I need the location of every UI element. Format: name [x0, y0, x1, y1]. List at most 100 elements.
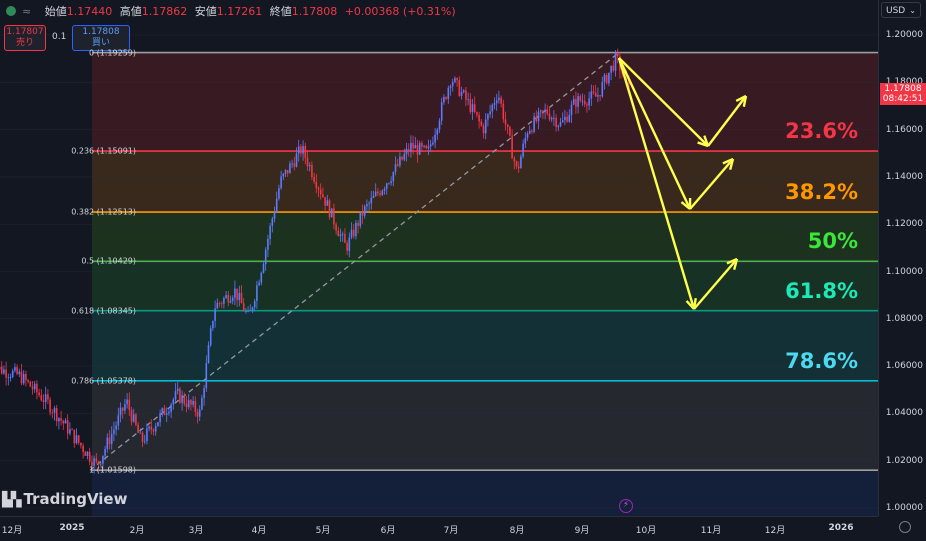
- candle-body: [472, 104, 474, 112]
- candle-body: [492, 105, 494, 111]
- candle-body: [419, 143, 421, 155]
- candle-body: [184, 395, 186, 403]
- candle-body: [142, 433, 144, 442]
- lot-size[interactable]: 0.1: [52, 32, 66, 42]
- currency-select[interactable]: USD⌄: [881, 2, 921, 18]
- candle-body: [615, 53, 617, 71]
- candle-body: [65, 420, 67, 423]
- time-tick: 2026: [828, 523, 853, 533]
- candle-body: [151, 427, 153, 430]
- fib-band: [92, 261, 878, 310]
- sell-button[interactable]: 1.17807 売り: [4, 25, 46, 51]
- candle-body: [243, 303, 245, 311]
- candle-body: [100, 464, 102, 465]
- candle-body: [452, 82, 454, 86]
- time-tick: 9月: [575, 523, 590, 536]
- candle-body: [509, 127, 511, 136]
- candle-body: [126, 400, 128, 405]
- candle-body: [522, 144, 524, 157]
- candle-body: [481, 121, 483, 125]
- candle-body: [549, 114, 551, 120]
- open-label: 始値: [45, 5, 67, 18]
- candle-body: [133, 414, 135, 421]
- candle-body: [109, 438, 111, 444]
- symbol-status-icon[interactable]: [6, 6, 16, 16]
- candle-body: [302, 146, 304, 154]
- candle-body: [129, 400, 131, 410]
- buy-price: 1.17808: [73, 27, 129, 38]
- candle-body: [47, 394, 49, 399]
- candle-body: [571, 105, 573, 115]
- time-tick: 3月: [189, 523, 204, 536]
- candle-body: [104, 449, 106, 456]
- candle-body: [377, 192, 379, 194]
- candle-body: [353, 230, 355, 237]
- lightning-icon[interactable]: ⚡: [619, 499, 633, 513]
- candle-body: [58, 418, 60, 421]
- price-tick: 1.08000: [886, 314, 923, 324]
- candle-body: [201, 398, 203, 410]
- candle-body: [417, 145, 419, 155]
- price-axis[interactable]: 1.200001.180001.160001.140001.120001.100…: [878, 0, 926, 516]
- candle-body: [461, 92, 463, 96]
- candle-body: [173, 400, 175, 405]
- candle-body: [30, 382, 32, 387]
- candle-body: [247, 311, 249, 312]
- candle-body: [131, 410, 133, 422]
- candle-body: [580, 96, 582, 101]
- candle-body: [140, 433, 142, 434]
- candle-body: [294, 163, 296, 166]
- candle-body: [245, 311, 247, 312]
- candle-body: [179, 389, 181, 403]
- candle-body: [307, 158, 309, 166]
- candle-body: [296, 154, 298, 167]
- settings-gear-icon[interactable]: [899, 521, 911, 533]
- candle-body: [531, 131, 533, 132]
- candle-body: [441, 102, 443, 120]
- candle-body: [89, 452, 91, 462]
- time-tick: 2025: [59, 523, 84, 533]
- candle-body: [164, 408, 166, 415]
- candle-body: [274, 212, 276, 219]
- close-label: 終値: [270, 5, 292, 18]
- candle-body: [496, 100, 498, 103]
- candle-body: [412, 143, 414, 149]
- menu-icon[interactable]: ≈: [22, 5, 31, 18]
- candle-body: [3, 370, 5, 374]
- price-tick: 1.00000: [886, 503, 923, 513]
- candle-body: [489, 111, 491, 114]
- price-tick: 1.10000: [886, 267, 923, 277]
- price-tick: 1.12000: [886, 219, 923, 229]
- candle-body: [214, 308, 216, 320]
- candle-body: [500, 98, 502, 104]
- candle-body: [450, 86, 452, 88]
- candle-body: [371, 198, 373, 204]
- candle-body: [232, 298, 234, 301]
- candle-body: [342, 234, 344, 235]
- candle-body: [404, 154, 406, 159]
- candle-body: [415, 145, 417, 148]
- price-tick: 1.02000: [886, 456, 923, 466]
- fib-level-label: 0.618 (1.08345): [71, 306, 136, 315]
- time-tick: 5月: [316, 523, 331, 536]
- fib-percent-label: 38.2%: [785, 180, 858, 204]
- candle-body: [80, 443, 82, 446]
- candle-body: [408, 149, 410, 152]
- candle-body: [192, 401, 194, 405]
- candle-body: [529, 131, 531, 134]
- candle-body: [265, 250, 267, 264]
- candle-body: [36, 384, 38, 393]
- candle-body: [177, 389, 179, 391]
- time-tick: 12月: [2, 523, 22, 536]
- ohlc-header: ≈ 始値1.17440 高値1.17862 安値1.17261 終値1.1780…: [6, 4, 456, 20]
- candle-body: [476, 112, 478, 115]
- price-tick: 1.16000: [886, 125, 923, 135]
- candle-body: [551, 118, 553, 119]
- candle-body: [595, 93, 597, 97]
- candle-body: [280, 176, 282, 188]
- last-price: 1.17808: [880, 84, 926, 94]
- candle-body: [25, 374, 27, 380]
- candle-body: [250, 310, 252, 311]
- fib-band: [92, 151, 878, 212]
